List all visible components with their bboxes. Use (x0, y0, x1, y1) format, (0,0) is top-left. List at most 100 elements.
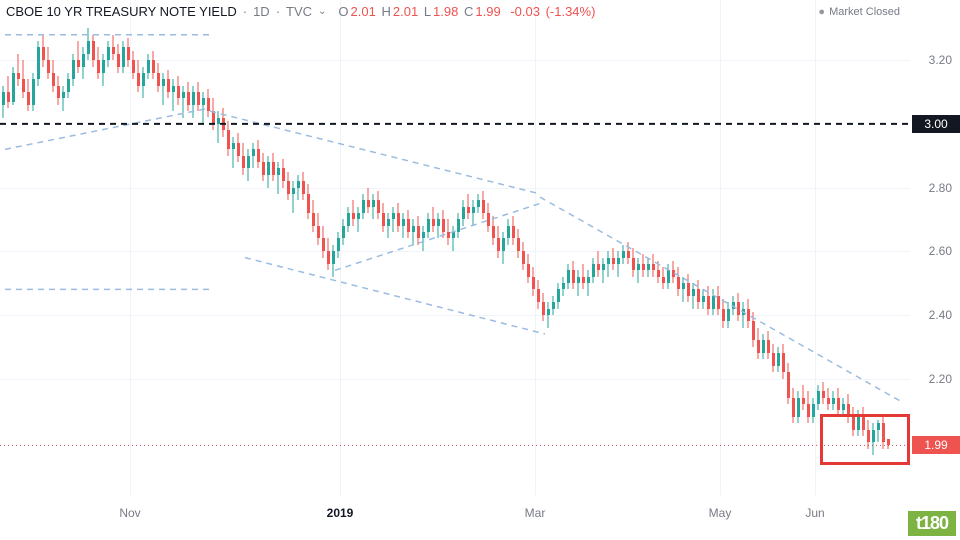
market-status: Market Closed (818, 6, 900, 18)
candle (322, 0, 325, 495)
candle (667, 0, 670, 495)
candle (737, 0, 740, 495)
candle (752, 0, 755, 495)
candle (167, 0, 170, 495)
y-label-price: 1.99 (912, 436, 960, 454)
candle (547, 0, 550, 495)
candle (787, 0, 790, 495)
candle (197, 0, 200, 495)
candle (172, 0, 175, 495)
candle (657, 0, 660, 495)
candle (662, 0, 665, 495)
candle (112, 0, 115, 495)
candle (602, 0, 605, 495)
candle (77, 0, 80, 495)
candle (747, 0, 750, 495)
candle (782, 0, 785, 495)
candle (362, 0, 365, 495)
candle (32, 0, 35, 495)
candle (252, 0, 255, 495)
candle (397, 0, 400, 495)
candle (527, 0, 530, 495)
candle (242, 0, 245, 495)
candle (722, 0, 725, 495)
candle (332, 0, 335, 495)
candle (552, 0, 555, 495)
candle (637, 0, 640, 495)
candle (557, 0, 560, 495)
candle (802, 0, 805, 495)
candle (617, 0, 620, 495)
ticker-title: CBOE 10 YR TREASURY NOTE YIELD (6, 4, 237, 19)
candle (82, 0, 85, 495)
candle (807, 0, 810, 495)
candle (457, 0, 460, 495)
candle (92, 0, 95, 495)
candle (567, 0, 570, 495)
candle (412, 0, 415, 495)
candle (767, 0, 770, 495)
candle (812, 0, 815, 495)
y-label-3: 3.00 (912, 115, 960, 133)
candle (152, 0, 155, 495)
candle (292, 0, 295, 495)
candle (27, 0, 30, 495)
candle (302, 0, 305, 495)
candle (587, 0, 590, 495)
candle (102, 0, 105, 495)
candle (562, 0, 565, 495)
ohlc-panel: O2.01 H2.01 L1.98 C1.99 -0.03 (-1.34%) (338, 4, 597, 19)
candle (607, 0, 610, 495)
candle (632, 0, 635, 495)
candle (382, 0, 385, 495)
candle (762, 0, 765, 495)
candle (702, 0, 705, 495)
candle (712, 0, 715, 495)
candle (357, 0, 360, 495)
chart-header: CBOE 10 YR TREASURY NOTE YIELD · 1D · TV… (6, 4, 597, 19)
candle (227, 0, 230, 495)
candle (672, 0, 675, 495)
chevron-down-icon[interactable]: ⌄ (318, 6, 326, 17)
candle (187, 0, 190, 495)
candle (277, 0, 280, 495)
candle (537, 0, 540, 495)
x-tick: May (709, 506, 732, 520)
candle (287, 0, 290, 495)
candle (467, 0, 470, 495)
candle (257, 0, 260, 495)
candle (647, 0, 650, 495)
candle (327, 0, 330, 495)
candle (142, 0, 145, 495)
candle (347, 0, 350, 495)
x-tick: Nov (119, 506, 140, 520)
candle (422, 0, 425, 495)
candle (312, 0, 315, 495)
candle (7, 0, 10, 495)
candle (517, 0, 520, 495)
candle (427, 0, 430, 495)
candle (522, 0, 525, 495)
candle (147, 0, 150, 495)
candle (247, 0, 250, 495)
candle (267, 0, 270, 495)
candle (512, 0, 515, 495)
candle (157, 0, 160, 495)
candle (482, 0, 485, 495)
candle (502, 0, 505, 495)
candle (177, 0, 180, 495)
candle (52, 0, 55, 495)
candle (437, 0, 440, 495)
chart-plot-area[interactable] (0, 0, 910, 495)
candle (222, 0, 225, 495)
y-tick: 2.40 (929, 308, 952, 322)
candle (407, 0, 410, 495)
candle (792, 0, 795, 495)
candle (472, 0, 475, 495)
candle (132, 0, 135, 495)
candle (732, 0, 735, 495)
candle (577, 0, 580, 495)
candle (452, 0, 455, 495)
candle (542, 0, 545, 495)
candle (447, 0, 450, 495)
